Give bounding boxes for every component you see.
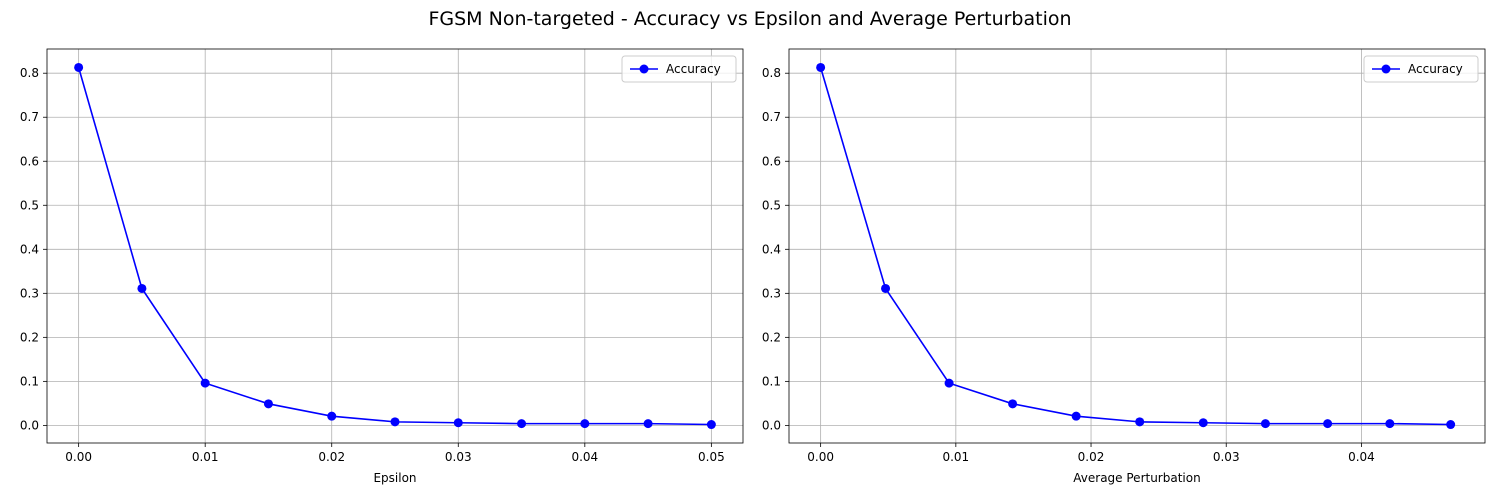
data-point	[390, 417, 400, 427]
y-tick-label: 0.0	[20, 418, 39, 432]
data-point	[200, 378, 210, 388]
legend-box	[621, 55, 737, 83]
data-point	[643, 419, 653, 429]
x-tick-label: 0.01	[942, 450, 969, 464]
legend-box	[1363, 55, 1479, 83]
x-axis-label: Average Perturbation	[1073, 471, 1200, 485]
legend-label: Accuracy	[666, 62, 721, 76]
x-tick-label: 0.05	[698, 450, 725, 464]
x-tick-label: 0.03	[1213, 450, 1240, 464]
data-point	[1260, 419, 1270, 429]
data-point	[1198, 418, 1208, 428]
x-tick-label: 0.00	[807, 450, 834, 464]
y-tick-label: 0.3	[762, 286, 781, 300]
y-tick-label: 0.5	[762, 198, 781, 212]
legend: Accuracy	[621, 55, 737, 83]
x-axis-label: Epsilon	[373, 471, 416, 485]
data-point	[1008, 399, 1018, 409]
data-point	[944, 378, 954, 388]
data-point	[453, 418, 463, 428]
data-point	[1071, 411, 1081, 421]
data-point	[816, 62, 826, 72]
y-tick-label: 0.1	[762, 374, 781, 388]
data-point	[137, 283, 147, 293]
plot-area	[789, 49, 1485, 443]
data-point	[74, 62, 84, 72]
data-point	[1446, 420, 1456, 430]
data-point	[1323, 419, 1333, 429]
legend-label: Accuracy	[1408, 62, 1463, 76]
legend-marker	[1381, 64, 1391, 74]
y-tick-label: 0.7	[762, 110, 781, 124]
x-tick-label: 0.00	[65, 450, 92, 464]
y-tick-label: 0.6	[20, 154, 39, 168]
x-tick-label: 0.04	[1348, 450, 1375, 464]
x-tick-label: 0.02	[318, 450, 345, 464]
plot-area	[47, 49, 743, 443]
y-tick-label: 0.5	[20, 198, 39, 212]
x-tick-label: 0.01	[192, 450, 219, 464]
legend: Accuracy	[1363, 55, 1479, 83]
y-tick-label: 0.6	[762, 154, 781, 168]
data-point	[1385, 419, 1395, 429]
chart-panel-1: 0.00 0.01 0.02 0.03 0.04 0.05 0.0 0.1 0.2 0.3 0.4 0…	[20, 48, 744, 485]
x-tick-label: 0.03	[445, 450, 472, 464]
data-point	[706, 420, 716, 430]
y-tick-label: 0.4	[20, 242, 39, 256]
y-tick-label: 0.4	[762, 242, 781, 256]
y-tick-label: 0.2	[762, 330, 781, 344]
plot-frame	[46, 48, 744, 444]
legend-marker	[639, 64, 649, 74]
data-point	[1135, 417, 1145, 427]
x-tick-label: 0.02	[1078, 450, 1105, 464]
chart-panel-2: 0.00 0.01 0.02 0.03 0.04 0.0 0.1 0.2 0.3 0.4 0.5 0.…	[762, 48, 1486, 485]
data-point	[580, 419, 590, 429]
y-tick-label: 0.1	[20, 374, 39, 388]
chart-panels: 0.00 0.01 0.02 0.03 0.04 0.050.00.10.20.30.40…	[20, 48, 1486, 485]
y-tick-label: 0.2	[20, 330, 39, 344]
x-tick-label: 0.04	[571, 450, 598, 464]
data-point	[263, 399, 273, 409]
y-tick-label: 0.8	[20, 66, 39, 80]
data-point	[517, 419, 527, 429]
plot-frame	[788, 48, 1486, 444]
y-tick-label: 0.0	[762, 418, 781, 432]
y-tick-label: 0.3	[20, 286, 39, 300]
figure-title: FGSM Non-targeted - Accuracy vs Epsilon …	[428, 8, 1071, 30]
data-point	[327, 411, 337, 421]
y-tick-label: 0.7	[20, 110, 39, 124]
y-tick-label: 0.8	[762, 66, 781, 80]
data-point	[881, 283, 891, 293]
